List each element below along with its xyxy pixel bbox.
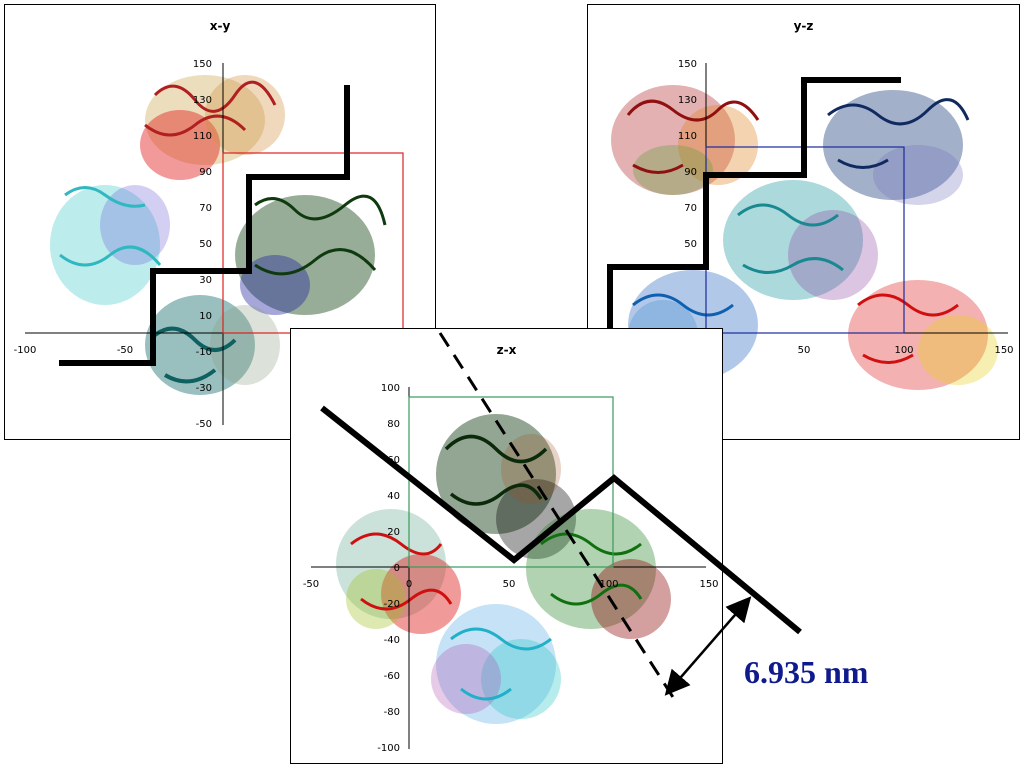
xy-y-tick: 70 [199, 203, 212, 214]
xy-y-tick: 50 [199, 239, 212, 250]
xy-y-tick: 10 [199, 311, 212, 322]
zx-x-tick: 0 [406, 579, 412, 590]
yz-y-tick: 50 [684, 239, 697, 250]
xy-protein-structures [50, 75, 387, 395]
zx-y-tick: -20 [384, 599, 400, 610]
zx-x-tick: 50 [503, 579, 516, 590]
yz-protein-structures [611, 85, 998, 390]
xy-panel-title: x-y [209, 19, 231, 33]
xy-projection-panel: x-y -100 -50 150 130 110 90 [4, 4, 436, 440]
xy-y-tick: 110 [193, 131, 212, 142]
yz-projection-panel: y-z 50 100 150 150 130 [587, 4, 1020, 440]
xy-y-tick: 90 [199, 167, 212, 178]
zx-y-tick: 60 [387, 455, 400, 466]
yz-y-tick: 90 [684, 167, 697, 178]
yz-y-tick: 70 [684, 203, 697, 214]
xy-y-tick: 130 [193, 95, 212, 106]
yz-cut-line [607, 77, 901, 355]
zx-y-tick: -100 [377, 743, 400, 754]
xy-x-tick: -100 [14, 345, 37, 356]
distance-label: 6.935 nm [744, 654, 869, 690]
yz-x-tick: 50 [798, 345, 811, 356]
zx-y-tick: -80 [384, 707, 400, 718]
zx-y-tick: -60 [384, 671, 400, 682]
yz-y-tick: 130 [678, 95, 697, 106]
zx-y-tick: 40 [387, 491, 400, 502]
zx-x-tick: -50 [303, 579, 319, 590]
xy-y-tick: 150 [193, 59, 212, 70]
yz-x-tick: 100 [894, 345, 913, 356]
yz-panel-title: y-z [793, 19, 814, 33]
xy-x-tick: -50 [117, 345, 133, 356]
yz-y-tick: 110 [678, 131, 697, 142]
yz-plot: 50 100 150 150 130 110 90 70 50 [607, 59, 1014, 390]
zx-x-tick: 150 [699, 579, 718, 590]
zx-y-tick: 80 [387, 419, 400, 430]
zx-y-tick: 0 [394, 563, 400, 574]
zx-y-tick: 20 [387, 527, 400, 538]
zx-y-tick: 100 [381, 383, 400, 394]
xy-y-tick: -30 [196, 383, 212, 394]
zx-x-tick: 100 [599, 579, 618, 590]
xy-y-tick: -10 [196, 347, 212, 358]
zx-projection-panel: z-x -50 0 50 100 150 100 [290, 328, 723, 764]
xy-y-tick: -50 [196, 419, 212, 430]
yz-y-tick: 150 [678, 59, 697, 70]
zx-plot: -50 0 50 100 150 100 80 60 40 20 0 -20 -… [303, 383, 719, 754]
xy-plot: -100 -50 150 130 110 90 70 50 30 10 -10 … [14, 59, 435, 430]
zx-y-tick: -40 [384, 635, 400, 646]
xy-y-tick: 30 [199, 275, 212, 286]
xy-cut-line [59, 85, 350, 366]
yz-x-tick: 150 [994, 345, 1013, 356]
